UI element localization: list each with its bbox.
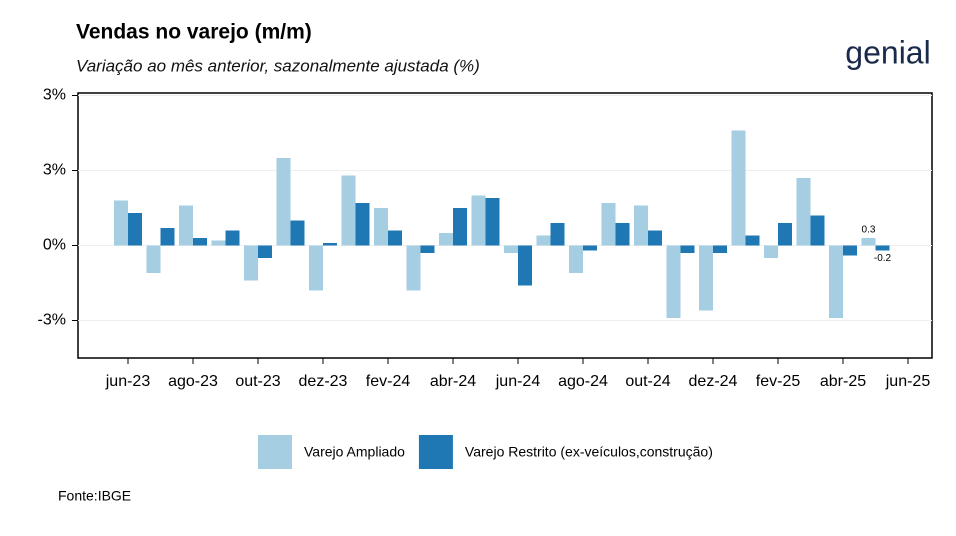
- bar: [388, 230, 402, 246]
- bar: [745, 235, 760, 246]
- bar: [225, 230, 240, 246]
- bar: [211, 240, 226, 246]
- bar: [713, 245, 727, 253]
- bar: [341, 175, 356, 246]
- x-tick-label: fev-24: [366, 373, 411, 390]
- bar: [861, 238, 876, 246]
- bar: [536, 235, 551, 246]
- bar: [601, 203, 616, 246]
- x-tick-label: dez-24: [689, 373, 738, 390]
- bar: [374, 208, 388, 246]
- chart-title: Vendas no varejo (m/m): [76, 21, 312, 44]
- bar: [829, 245, 843, 318]
- x-tick-label: jun-24: [495, 373, 541, 390]
- bar: [648, 230, 662, 246]
- bar: [666, 245, 681, 318]
- bar: [796, 178, 811, 246]
- bar: [323, 243, 337, 246]
- data-label: -0.2: [874, 253, 892, 264]
- bar: [615, 223, 630, 246]
- bar: [550, 223, 565, 246]
- bar: [439, 233, 453, 246]
- bar: [518, 245, 532, 286]
- bar: [583, 245, 597, 251]
- x-tick-label: ago-23: [168, 373, 218, 390]
- bar: [764, 245, 778, 258]
- x-tick-label: ago-24: [558, 373, 608, 390]
- chart-subtitle: Variação ao mês anterior, sazonalmente a…: [76, 56, 480, 75]
- x-tick-label: jun-25: [885, 373, 931, 390]
- bar: [875, 245, 890, 251]
- x-tick-label: dez-23: [299, 373, 348, 390]
- x-tick-label: fev-25: [756, 373, 801, 390]
- bar: [244, 245, 258, 281]
- bar: [569, 245, 583, 273]
- legend-label: Varejo Restrito (ex-veículos,construção): [465, 444, 713, 460]
- plot-frame: [77, 92, 933, 359]
- y-tick-label: 0%: [43, 237, 66, 254]
- bar: [778, 223, 792, 246]
- bar: [128, 213, 142, 246]
- x-tick-label: out-23: [235, 373, 280, 390]
- y-tick-label: 3%: [43, 162, 66, 179]
- bar: [471, 195, 486, 246]
- legend-swatch: [258, 435, 292, 469]
- bar: [731, 130, 746, 246]
- y-tick-label: -3%: [38, 312, 66, 329]
- bar: [843, 245, 857, 256]
- x-tick-label: abr-24: [430, 373, 476, 390]
- bar: [160, 228, 175, 246]
- bar: [355, 203, 370, 246]
- bar: [179, 205, 193, 246]
- bar: [258, 245, 272, 258]
- source-note: Fonte:IBGE: [58, 488, 131, 504]
- bar: [420, 245, 435, 253]
- bar: [290, 220, 305, 246]
- bar: [810, 215, 825, 246]
- bar: [504, 245, 518, 253]
- x-tick-label: out-24: [625, 373, 670, 390]
- x-tick-label: abr-25: [820, 373, 866, 390]
- bar: [634, 205, 648, 246]
- bar: [114, 200, 128, 246]
- bar: [406, 245, 421, 291]
- x-tick-label: jun-23: [105, 373, 151, 390]
- legend-swatch: [418, 435, 453, 469]
- bar: [276, 158, 291, 246]
- legend-label: Varejo Ampliado: [304, 444, 405, 460]
- y-tick-label: 3%: [43, 87, 66, 104]
- bar: [680, 245, 695, 253]
- bar: [309, 245, 323, 291]
- bar: [146, 245, 161, 273]
- data-label: 0.3: [862, 225, 876, 236]
- bar: [453, 208, 467, 246]
- logo: genial: [845, 34, 930, 70]
- bar: [699, 245, 713, 311]
- bar: [485, 198, 500, 246]
- bar: [193, 238, 207, 246]
